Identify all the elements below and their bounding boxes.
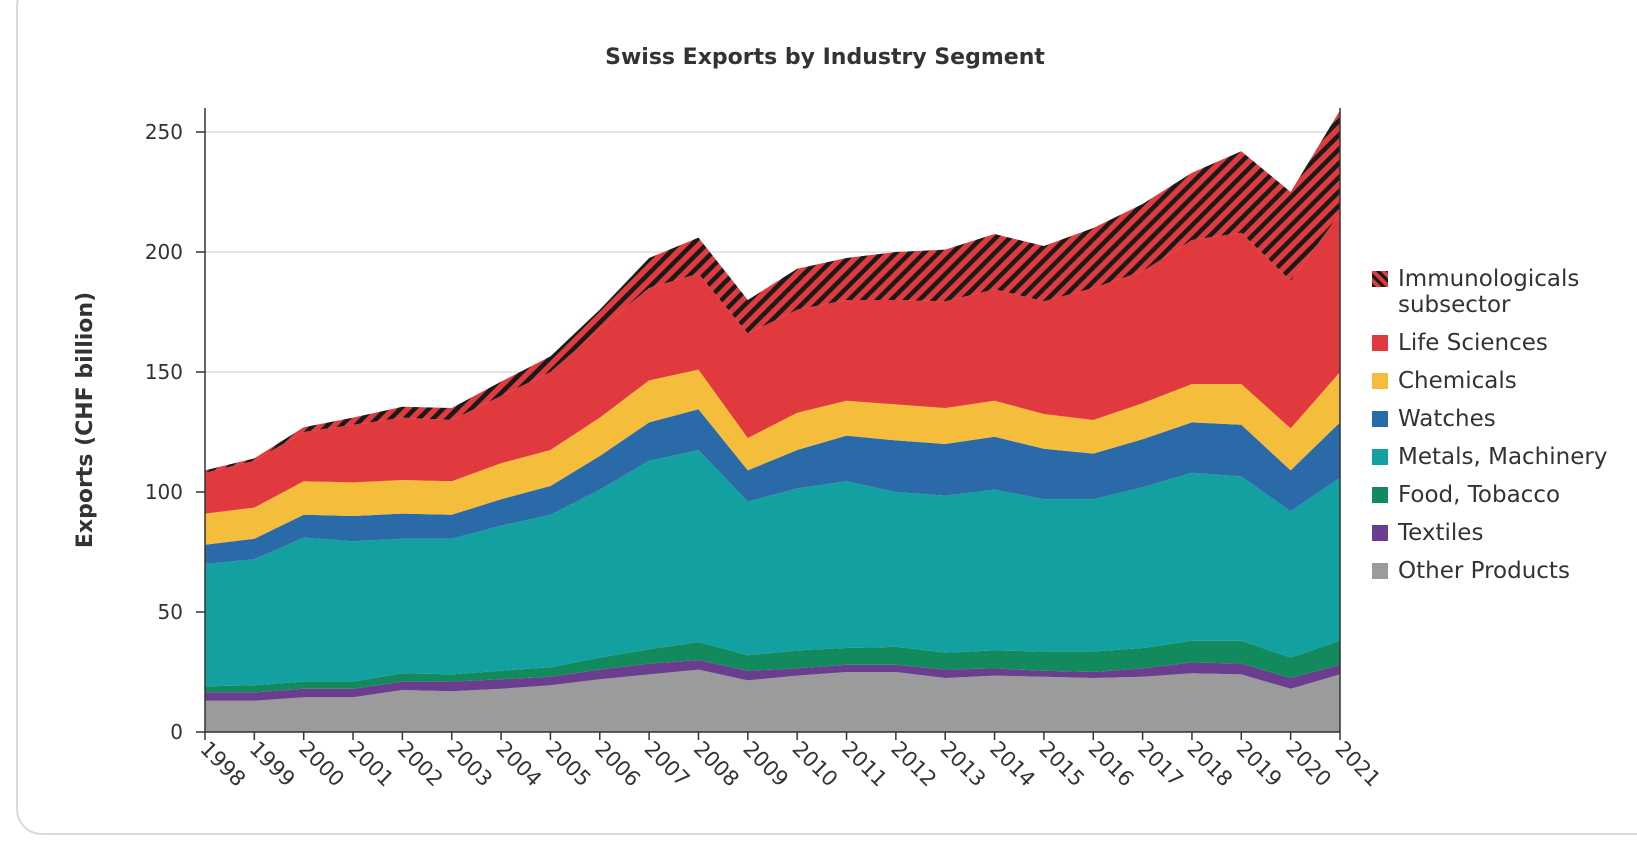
legend-label: Immunologicals subsector [1398, 266, 1580, 318]
legend-item: Metals, Machinery [1372, 444, 1637, 470]
legend-item: Chemicals [1372, 368, 1637, 394]
legend-label: Textiles [1398, 520, 1484, 546]
x-tick-label: 2007 [640, 737, 695, 792]
x-tick-label: 2010 [788, 737, 843, 792]
area [205, 660, 1340, 701]
legend: Immunologicals subsector Life Sciences Che… [1372, 266, 1637, 596]
y-tick-label: 0 [170, 720, 183, 744]
x-tick-label: 2020 [1281, 737, 1336, 792]
x-tick-label: 1999 [245, 737, 300, 792]
x-tick-label: 1998 [195, 737, 250, 792]
x-tick-label: 2008 [689, 737, 744, 792]
y-tick-label: 150 [145, 360, 183, 384]
x-tick-label: 2009 [738, 737, 793, 792]
legend-label: Watches [1398, 406, 1496, 432]
x-tick-label: 2014 [985, 737, 1040, 792]
y-tick-label: 100 [145, 480, 183, 504]
x-tick-label: 2017 [1133, 737, 1188, 792]
x-tick-label: 2002 [393, 737, 448, 792]
legend-item: Life Sciences [1372, 330, 1637, 356]
legend-label: Chemicals [1398, 368, 1517, 394]
x-tick-label: 2006 [590, 737, 645, 792]
legend-swatch [1372, 373, 1388, 389]
x-tick-label: 2005 [541, 737, 596, 792]
x-tick-label: 2019 [1232, 737, 1287, 792]
legend-item: Food, Tobacco [1372, 482, 1637, 508]
legend-item: Immunologicals subsector [1372, 266, 1637, 318]
legend-swatch [1372, 335, 1388, 351]
y-tick-label: 250 [145, 120, 183, 144]
area [205, 640, 1340, 693]
frame [16, 0, 1637, 835]
legend-swatch [1372, 563, 1388, 579]
x-tick-label: 2015 [1034, 737, 1089, 792]
areas [205, 110, 1340, 733]
x-tick-label: 2004 [492, 737, 547, 792]
y-tick-label: 200 [145, 240, 183, 264]
legend-swatch [1372, 487, 1388, 503]
legend-label: Other Products [1398, 558, 1570, 584]
y-tick-label: 50 [158, 600, 183, 624]
legend-swatch [1372, 271, 1388, 287]
area [205, 409, 1340, 564]
legend-item: Watches [1372, 406, 1637, 432]
legend-label: Metals, Machinery [1398, 444, 1608, 470]
area [205, 669, 1340, 732]
area [205, 369, 1340, 545]
legend-label: Life Sciences [1398, 330, 1548, 356]
legend-swatch [1372, 411, 1388, 427]
x-tick-label: 2012 [886, 737, 941, 792]
area [205, 213, 1340, 514]
x-tick-label: 2013 [936, 737, 991, 792]
y-axis-label: Exports (CHF billion) [73, 292, 98, 548]
x-tick-label: 2001 [344, 737, 399, 792]
x-tick-label: 2021 [1330, 737, 1385, 792]
x-tick-label: 2018 [1182, 737, 1237, 792]
legend-swatch [1372, 449, 1388, 465]
area [205, 450, 1340, 687]
chart-title: Swiss Exports by Industry Segment [605, 45, 1045, 70]
x-tick-label: 2016 [1084, 737, 1139, 792]
area [205, 110, 1340, 473]
x-tick-label: 2011 [837, 737, 892, 792]
legend-item: Other Products [1372, 558, 1637, 584]
legend-item: Textiles [1372, 520, 1637, 546]
x-tick-label: 2000 [294, 737, 349, 792]
legend-swatch [1372, 525, 1388, 541]
x-tick-label: 2003 [442, 737, 497, 792]
legend-label: Food, Tobacco [1398, 482, 1561, 508]
